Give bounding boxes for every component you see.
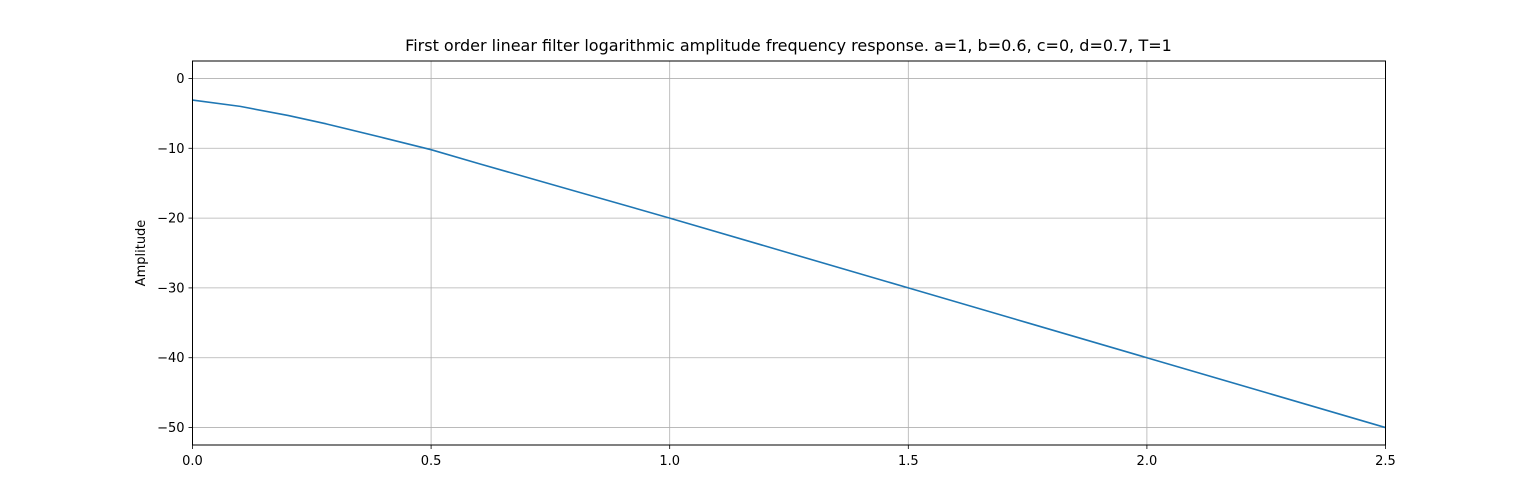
y-tick-label: −10 [157,142,184,157]
series-line [192,99,1386,429]
y-tick-label: −50 [157,421,184,436]
x-tick-label: 0.5 [421,454,442,469]
chart-title: First order linear filter logarithmic am… [405,36,1172,55]
x-tick-label: 1.0 [659,454,680,469]
y-tick-label: −30 [157,281,184,296]
series-layer [192,99,1386,429]
x-tick-label: 0.0 [182,454,203,469]
y-axis-label: Amplitude [134,220,149,287]
x-tick-label: 2.0 [1137,454,1158,469]
y-tick-label: −20 [157,212,184,227]
tick-layer: 0.0 0.5 1.0 1.5 2.0 2.5 0 −10 −20 −30 −40 −50 [157,72,1396,469]
plot-frame [192,60,1386,446]
y-tick-label: 0 [176,72,184,87]
y-tick-label: −40 [157,351,184,366]
x-tick-label: 2.5 [1375,454,1396,469]
x-tick-label: 1.5 [898,454,919,469]
